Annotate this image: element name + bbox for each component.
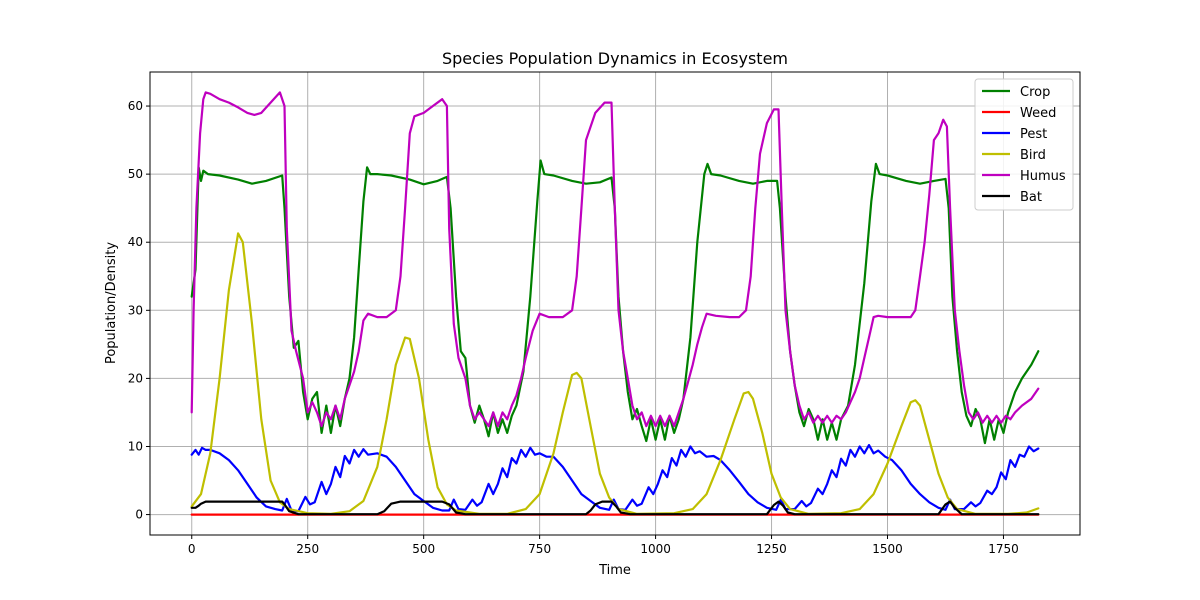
y-tick-label: 50: [128, 167, 143, 181]
y-tick-label: 40: [128, 235, 143, 249]
series-line-crop: [190, 159, 1040, 445]
x-tick-label: 1000: [640, 542, 671, 556]
series-line-humus: [190, 91, 1040, 428]
series-line-pest: [190, 444, 1040, 513]
y-axis-label: Population/Density: [104, 242, 119, 364]
y-tick-label: 0: [135, 508, 143, 522]
y-tick-label: 10: [128, 439, 143, 453]
legend: Crop Weed Pest Bird Humus Bat: [974, 78, 1074, 211]
x-tick-label: 500: [412, 542, 435, 556]
x-tick-label: 250: [296, 542, 319, 556]
series-line-bat: [190, 500, 1040, 516]
x-axis: 0 250 500 750 1000 1250 1500 1750: [188, 535, 1019, 556]
series-line-bird: [190, 232, 1040, 515]
x-axis-label: Time: [598, 563, 631, 578]
x-tick-label: 1750: [988, 542, 1019, 556]
legend-label: Pest: [1020, 127, 1047, 142]
legend-label: Bat: [1020, 190, 1042, 205]
legend-label: Bird: [1020, 148, 1046, 163]
y-axis: 0 10 20 30 40 50 60: [128, 99, 150, 522]
legend-label: Humus: [1020, 169, 1066, 184]
y-tick-label: 60: [128, 99, 143, 113]
series-layer: [190, 91, 1040, 516]
legend-label: Crop: [1020, 85, 1050, 100]
x-tick-label: 1500: [872, 542, 903, 556]
x-tick-label: 1250: [756, 542, 787, 556]
chart-title: Species Population Dynamics in Ecosystem: [442, 49, 788, 68]
x-tick-label: 0: [188, 542, 196, 556]
plot-frame: [149, 71, 1081, 536]
y-tick-label: 20: [128, 371, 143, 385]
x-tick-label: 750: [528, 542, 551, 556]
y-tick-label: 30: [128, 303, 143, 317]
legend-label: Weed: [1020, 106, 1056, 121]
